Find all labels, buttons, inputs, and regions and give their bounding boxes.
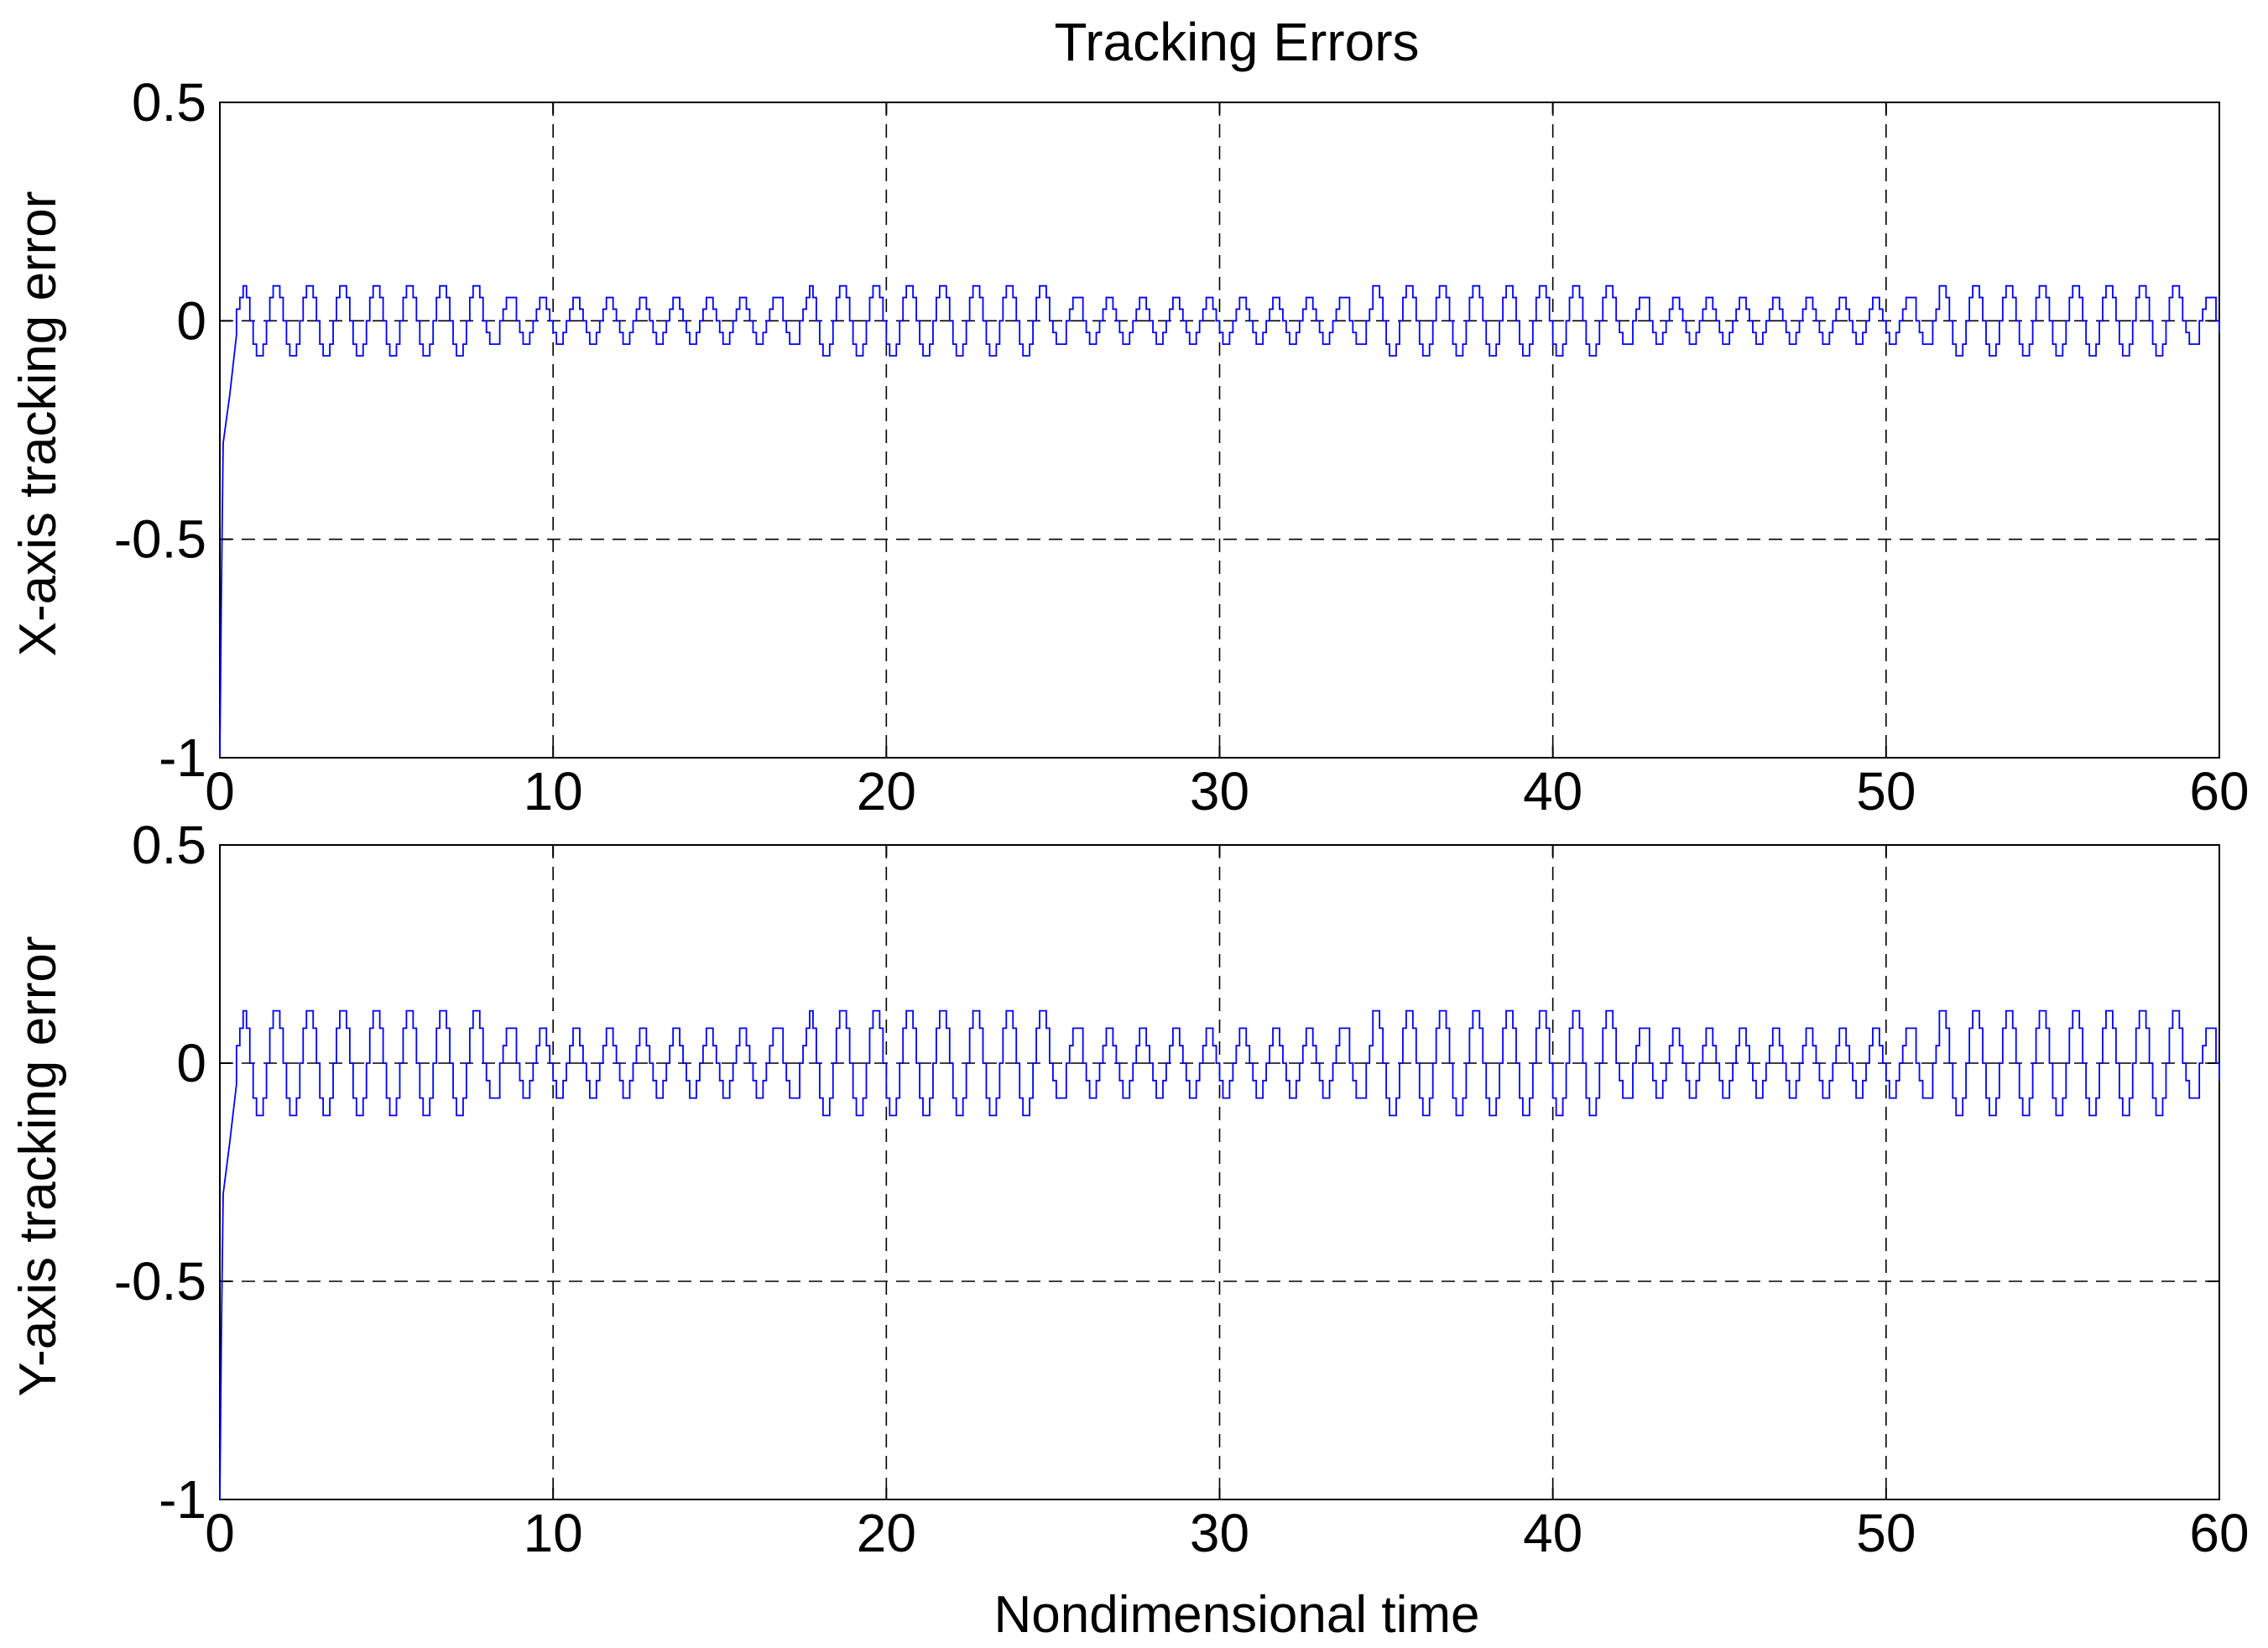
y-axis-error-ytick-label: -1 [159,1469,206,1530]
y-axis-error-xtick-label: 0 [205,1503,235,1563]
x-axis-error-xtick-label: 0 [205,761,235,821]
y-axis-error-xtick-label: 40 [1523,1503,1582,1563]
y-axis-error-xtick-label: 30 [1190,1503,1249,1563]
x-axis-error-xtick-label: 50 [1856,761,1916,821]
y-axis-error-ytick-label: 0 [176,1033,206,1093]
time-xlabel: Nondimensional time [994,1586,1480,1644]
y-axis-error-xtick-label: 50 [1856,1503,1916,1563]
y-axis-error-ytick-label: -0.5 [114,1251,206,1312]
x-axis-error-ytick-label: -0.5 [114,509,206,570]
x-axis-error-series-line [219,284,2220,759]
x-axis-error-xtick-label: 30 [1190,761,1249,821]
x-axis-error-panel: 0 10 20 30 40 50 60 0.5 0 -0.5 -1 [114,72,2250,821]
chart-title: Tracking Errors [1054,12,1419,72]
y-axis-error-xtick-label: 20 [857,1503,916,1563]
x-axis-error-xtick-label: 60 [2189,761,2249,821]
x-axis-error-ytick-label: 0 [176,290,206,351]
x-axis-error-xtick-label: 10 [524,761,583,821]
x-axis-error-ytick-label: -1 [159,728,206,788]
y-axis-error-series-line [219,1009,2220,1500]
x-axis-error-xtick-label: 40 [1523,761,1582,821]
y-axis-error-xtick-label: 10 [524,1503,583,1563]
x-axis-error-ylabel: X-axis tracking error [9,191,67,657]
y-axis-error-ylabel: Y-axis tracking error [9,936,67,1396]
y-axis-error-ytick-label: 0.5 [132,815,206,875]
y-axis-error-panel: 0 10 20 30 40 50 60 0.5 0 -0.5 -1 [114,815,2250,1563]
x-axis-error-xtick-label: 20 [857,761,916,821]
x-axis-error-ytick-label: 0.5 [132,72,206,133]
y-axis-error-xtick-label: 60 [2189,1503,2249,1563]
